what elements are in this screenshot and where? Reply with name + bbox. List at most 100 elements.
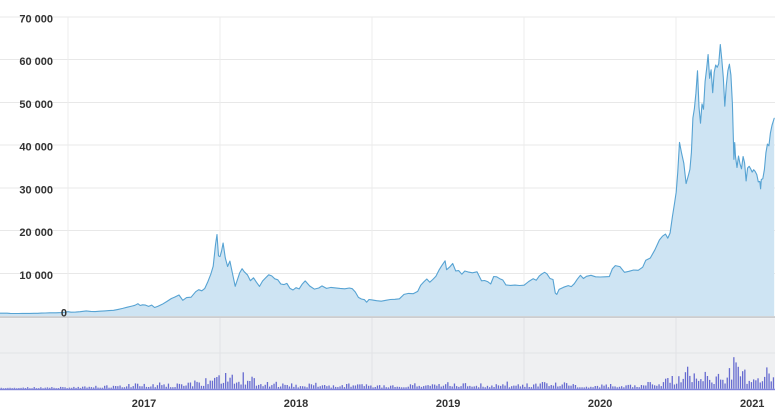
volume-bar: [51, 387, 53, 389]
volume-bar: [319, 386, 321, 389]
volume-bar: [170, 387, 172, 389]
volume-bar: [176, 383, 178, 389]
price-line: [0, 44, 775, 315]
volume-bar: [449, 386, 451, 389]
volume-bar: [634, 385, 636, 389]
volume-bar: [594, 386, 596, 389]
volume-bar: [64, 387, 66, 389]
volume-bar: [266, 382, 269, 389]
volume-bar: [207, 384, 209, 389]
volume-bar: [596, 385, 599, 389]
volume-bar: [660, 386, 662, 389]
x-axis-tick-label: 2017: [132, 398, 156, 410]
volume-bar: [475, 385, 478, 389]
volume-bar: [493, 387, 495, 389]
volume-bar: [458, 386, 460, 389]
volume-bar: [665, 378, 667, 389]
volume-bar: [27, 387, 29, 389]
volume-bar: [759, 382, 761, 389]
volume-bar: [324, 385, 326, 389]
volume-bar: [167, 383, 170, 389]
volume-bar: [585, 386, 588, 389]
volume-bar: [764, 376, 766, 389]
volume-bar: [629, 384, 632, 389]
volume-bar: [735, 362, 737, 389]
volume-bar: [607, 387, 610, 389]
volume-bar: [405, 387, 407, 389]
volume-bar: [86, 387, 88, 389]
volume-bar: [379, 385, 381, 389]
volume-bar: [528, 387, 530, 389]
volume-bar: [284, 384, 286, 389]
volume-bar: [216, 377, 218, 389]
volume-bar: [627, 384, 629, 389]
volume-bar: [315, 382, 317, 389]
volume-bar: [713, 384, 715, 389]
volume-bar: [341, 385, 343, 389]
volume-bar: [354, 385, 357, 389]
volume-bar: [414, 383, 416, 389]
volume-bar: [302, 386, 304, 389]
volume-bar: [744, 369, 746, 389]
volume-bar: [612, 386, 614, 389]
y-axis-tick-label: 0: [61, 308, 67, 320]
volume-bar: [368, 385, 370, 389]
volume-bar: [678, 376, 680, 389]
volume-bar: [436, 385, 438, 389]
volume-bar: [262, 386, 264, 389]
volume-bar: [645, 385, 647, 389]
volume-bar: [82, 386, 84, 389]
volume-bar: [132, 386, 134, 389]
volume-bar: [403, 387, 405, 389]
volume-bar: [227, 381, 229, 389]
volume-bar: [614, 386, 616, 389]
volume-bar: [456, 386, 458, 389]
volume-bar: [390, 385, 392, 389]
volume-bar: [592, 387, 594, 389]
volume-bar: [447, 382, 449, 389]
volume-bar: [731, 379, 733, 389]
volume-bar: [275, 381, 277, 389]
volume-bar: [130, 387, 132, 389]
volume-bar: [93, 387, 95, 389]
volume-bar: [605, 384, 607, 389]
volume-bar: [291, 383, 293, 389]
volume-bar: [225, 373, 227, 389]
volume-bar: [722, 379, 724, 389]
volume-bar: [772, 377, 775, 389]
volume-bar: [500, 385, 502, 389]
volume-bar: [519, 386, 522, 389]
volume-bar: [601, 384, 603, 389]
volume-bar: [566, 383, 568, 389]
volume-bar: [53, 387, 55, 389]
volume-bar: [541, 382, 544, 389]
volume-bar: [423, 386, 425, 389]
volume-bar: [55, 388, 57, 389]
volume-bar: [126, 386, 128, 389]
volume-bar: [568, 385, 570, 389]
volume-bar: [60, 386, 62, 389]
volume-bar: [40, 387, 42, 389]
volume-bar: [440, 386, 442, 389]
volume-bar: [546, 383, 548, 389]
volume-bar: [425, 385, 427, 389]
volume-bar: [121, 387, 123, 389]
volume-bar: [748, 380, 750, 389]
volume-bar: [128, 384, 130, 389]
x-axis-tick-label: 2018: [284, 398, 308, 410]
volume-bar: [482, 386, 484, 389]
volume-bar: [728, 368, 731, 389]
volume-bar: [750, 382, 753, 389]
volume-bar: [574, 385, 577, 389]
volume-bar: [44, 387, 46, 389]
volume-bar: [502, 384, 504, 389]
volume-bar: [174, 387, 176, 389]
volume-bar: [691, 382, 693, 389]
volume-bar: [178, 383, 181, 389]
volume-bar: [467, 386, 469, 389]
volume-bar: [394, 387, 396, 389]
volume-bar: [7, 387, 9, 389]
volume-bar: [295, 384, 297, 389]
volume-bar: [117, 386, 119, 389]
